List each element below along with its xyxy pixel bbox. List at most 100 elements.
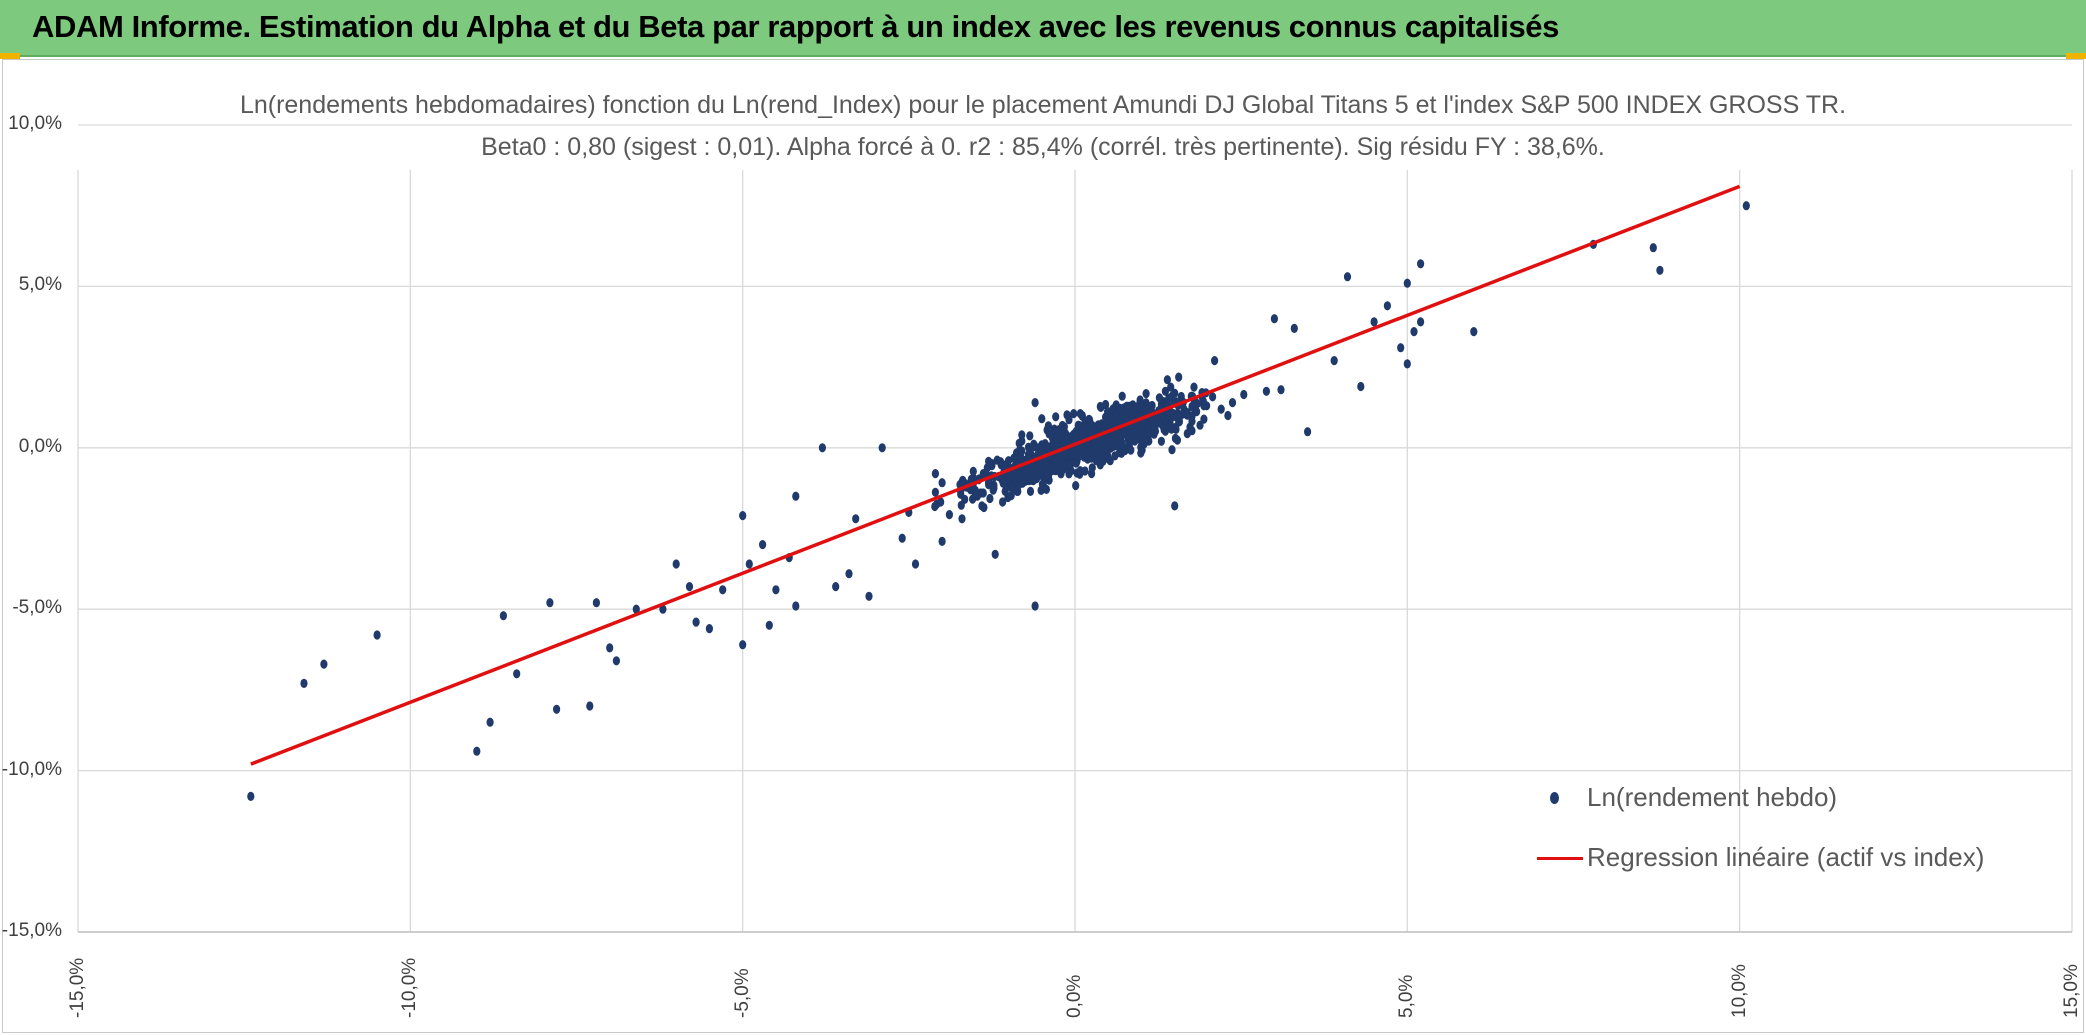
scatter-point <box>1081 424 1089 434</box>
scatter-point <box>969 494 977 504</box>
scatter-point <box>1169 411 1177 422</box>
scatter-point <box>1010 453 1018 463</box>
scatter-point <box>1161 386 1169 396</box>
scatter-point <box>1013 486 1021 496</box>
scatter-point <box>957 489 965 499</box>
scatter-point <box>1065 469 1073 479</box>
y-tick-label: -5,0% <box>12 597 62 619</box>
scatter-point <box>765 620 773 630</box>
scatter-point <box>1037 463 1045 473</box>
scatter-point <box>1142 389 1150 399</box>
scatter-point <box>1123 401 1131 411</box>
scatter-point <box>1052 466 1060 476</box>
scatter-point <box>1330 356 1338 366</box>
scatter-point <box>1304 427 1312 437</box>
scatter-point <box>1410 327 1418 337</box>
x-tick-label: -10,0% <box>399 957 421 1018</box>
scatter-point <box>937 497 945 507</box>
scatter-point <box>739 640 747 650</box>
scatter-point <box>1262 386 1270 396</box>
grid-lines <box>77 124 2073 933</box>
scatter-point <box>999 497 1007 507</box>
scatter-point <box>473 746 481 756</box>
scatter-point <box>553 704 561 714</box>
scatter-point <box>1018 446 1026 456</box>
scatter-point <box>672 559 680 569</box>
scatter-point <box>1038 479 1046 489</box>
regression-line-group <box>250 184 1741 766</box>
y-tick-label: 0,0% <box>18 435 62 457</box>
scatter-point <box>1031 601 1039 611</box>
scatter-point <box>1001 486 1009 496</box>
corner-marker-left <box>0 53 20 59</box>
scatter-point <box>1403 278 1411 288</box>
scatter-point <box>1137 448 1145 458</box>
scatter-point <box>1397 343 1405 353</box>
chart-title: Ln(rendements hebdomadaires) fonction du… <box>239 91 1847 119</box>
scatter-point <box>931 469 940 479</box>
scatter-point <box>373 630 381 640</box>
scatter-point <box>592 598 601 608</box>
scatter-point <box>865 591 873 601</box>
scatter-point <box>792 491 800 501</box>
scatter-point <box>931 487 940 497</box>
scatter-point <box>1007 491 1015 501</box>
scatter-point <box>1096 444 1104 454</box>
scatter-point <box>719 585 727 595</box>
scatter-point <box>1132 403 1140 413</box>
scatter-point <box>1211 356 1219 366</box>
y-tick-label: -15,0% <box>1 920 62 941</box>
scatter-point <box>979 488 987 498</box>
scatter-point <box>1200 414 1208 424</box>
x-tick-label: -5,0% <box>731 968 753 1018</box>
scatter-point <box>486 717 494 727</box>
scatter-point <box>1099 456 1107 466</box>
scatter-point <box>969 466 977 476</box>
scatter-point <box>898 533 906 543</box>
scatter-point <box>1370 317 1378 327</box>
scatter-point <box>632 604 640 614</box>
scatter-point <box>991 549 999 559</box>
scatter-point <box>980 502 988 513</box>
scatter-point <box>1190 400 1198 410</box>
scatter-point <box>938 536 946 547</box>
scatter-point <box>1031 398 1039 408</box>
regression-line <box>250 184 1741 766</box>
scatter-point <box>997 460 1005 470</box>
x-tick-label: 15,0% <box>2061 964 2082 1018</box>
scatter-point <box>1403 359 1411 369</box>
scatter-point <box>792 601 800 611</box>
scatter-point <box>1057 440 1065 450</box>
scatter-point <box>958 514 966 524</box>
scatter-point <box>772 585 780 595</box>
scatter-point <box>1026 431 1034 441</box>
scatter-point <box>1076 466 1084 476</box>
scatter-point <box>1240 389 1248 400</box>
scatter-point <box>1127 436 1135 446</box>
scatter-point <box>967 474 975 484</box>
scatter-point <box>1094 421 1102 431</box>
x-tick-label: 0,0% <box>1064 974 1085 1018</box>
scatter-point <box>1072 458 1080 468</box>
scatter-point <box>1137 424 1146 434</box>
scatter-point <box>845 569 853 579</box>
scatter-point <box>1228 398 1237 408</box>
scatter-point <box>1038 414 1046 424</box>
scatter-point <box>1145 420 1153 431</box>
scatter-point <box>1188 416 1196 426</box>
scatter-point <box>1022 469 1030 479</box>
scatter-point <box>1417 259 1425 269</box>
scatter-point <box>685 582 694 592</box>
scatter-point <box>1157 436 1165 446</box>
scatter-point <box>1209 392 1217 402</box>
scatter-point <box>818 443 827 453</box>
scatter-point <box>1065 460 1073 470</box>
scatter-point <box>1140 439 1148 449</box>
legend-marker-line <box>1537 857 1583 860</box>
scatter-point <box>1168 391 1176 401</box>
scatter-point <box>692 617 700 627</box>
y-tick-label: 10,0% <box>8 113 62 134</box>
scatter-point <box>1072 426 1080 436</box>
scatter-point <box>1122 411 1130 421</box>
